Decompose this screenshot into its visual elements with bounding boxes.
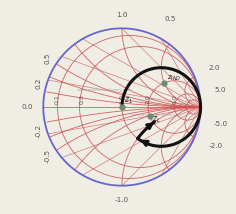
Text: 2.0: 2.0 xyxy=(208,65,220,71)
Text: 0.3: 0.3 xyxy=(80,94,85,104)
Text: 5.0: 5.0 xyxy=(214,87,225,93)
Text: -0.2: -0.2 xyxy=(36,123,42,138)
Text: 1.0: 1.0 xyxy=(116,12,128,18)
Text: $z_1$: $z_1$ xyxy=(124,95,133,106)
Text: www.antenna-theory.com: www.antenna-theory.com xyxy=(77,88,132,92)
Text: -1.0: -1.0 xyxy=(115,197,129,203)
Text: $z_L$: $z_L$ xyxy=(152,115,161,125)
Text: 2.0: 2.0 xyxy=(145,94,150,104)
Text: www.antenna-theory.c: www.antenna-theory.c xyxy=(131,113,179,117)
Text: 0.1: 0.1 xyxy=(55,94,60,104)
Text: -2.0: -2.0 xyxy=(208,143,223,149)
Text: 0.0: 0.0 xyxy=(21,104,33,110)
Text: 5.0: 5.0 xyxy=(172,94,177,104)
Text: -0.5: -0.5 xyxy=(44,149,50,163)
Text: 1.0: 1.0 xyxy=(119,94,124,104)
Text: 0.5: 0.5 xyxy=(165,16,177,22)
Text: -5.0: -5.0 xyxy=(214,121,228,127)
Text: 0.5: 0.5 xyxy=(44,52,50,64)
Text: $z_{IND}$: $z_{IND}$ xyxy=(167,74,181,83)
Text: 0.2: 0.2 xyxy=(36,78,42,89)
